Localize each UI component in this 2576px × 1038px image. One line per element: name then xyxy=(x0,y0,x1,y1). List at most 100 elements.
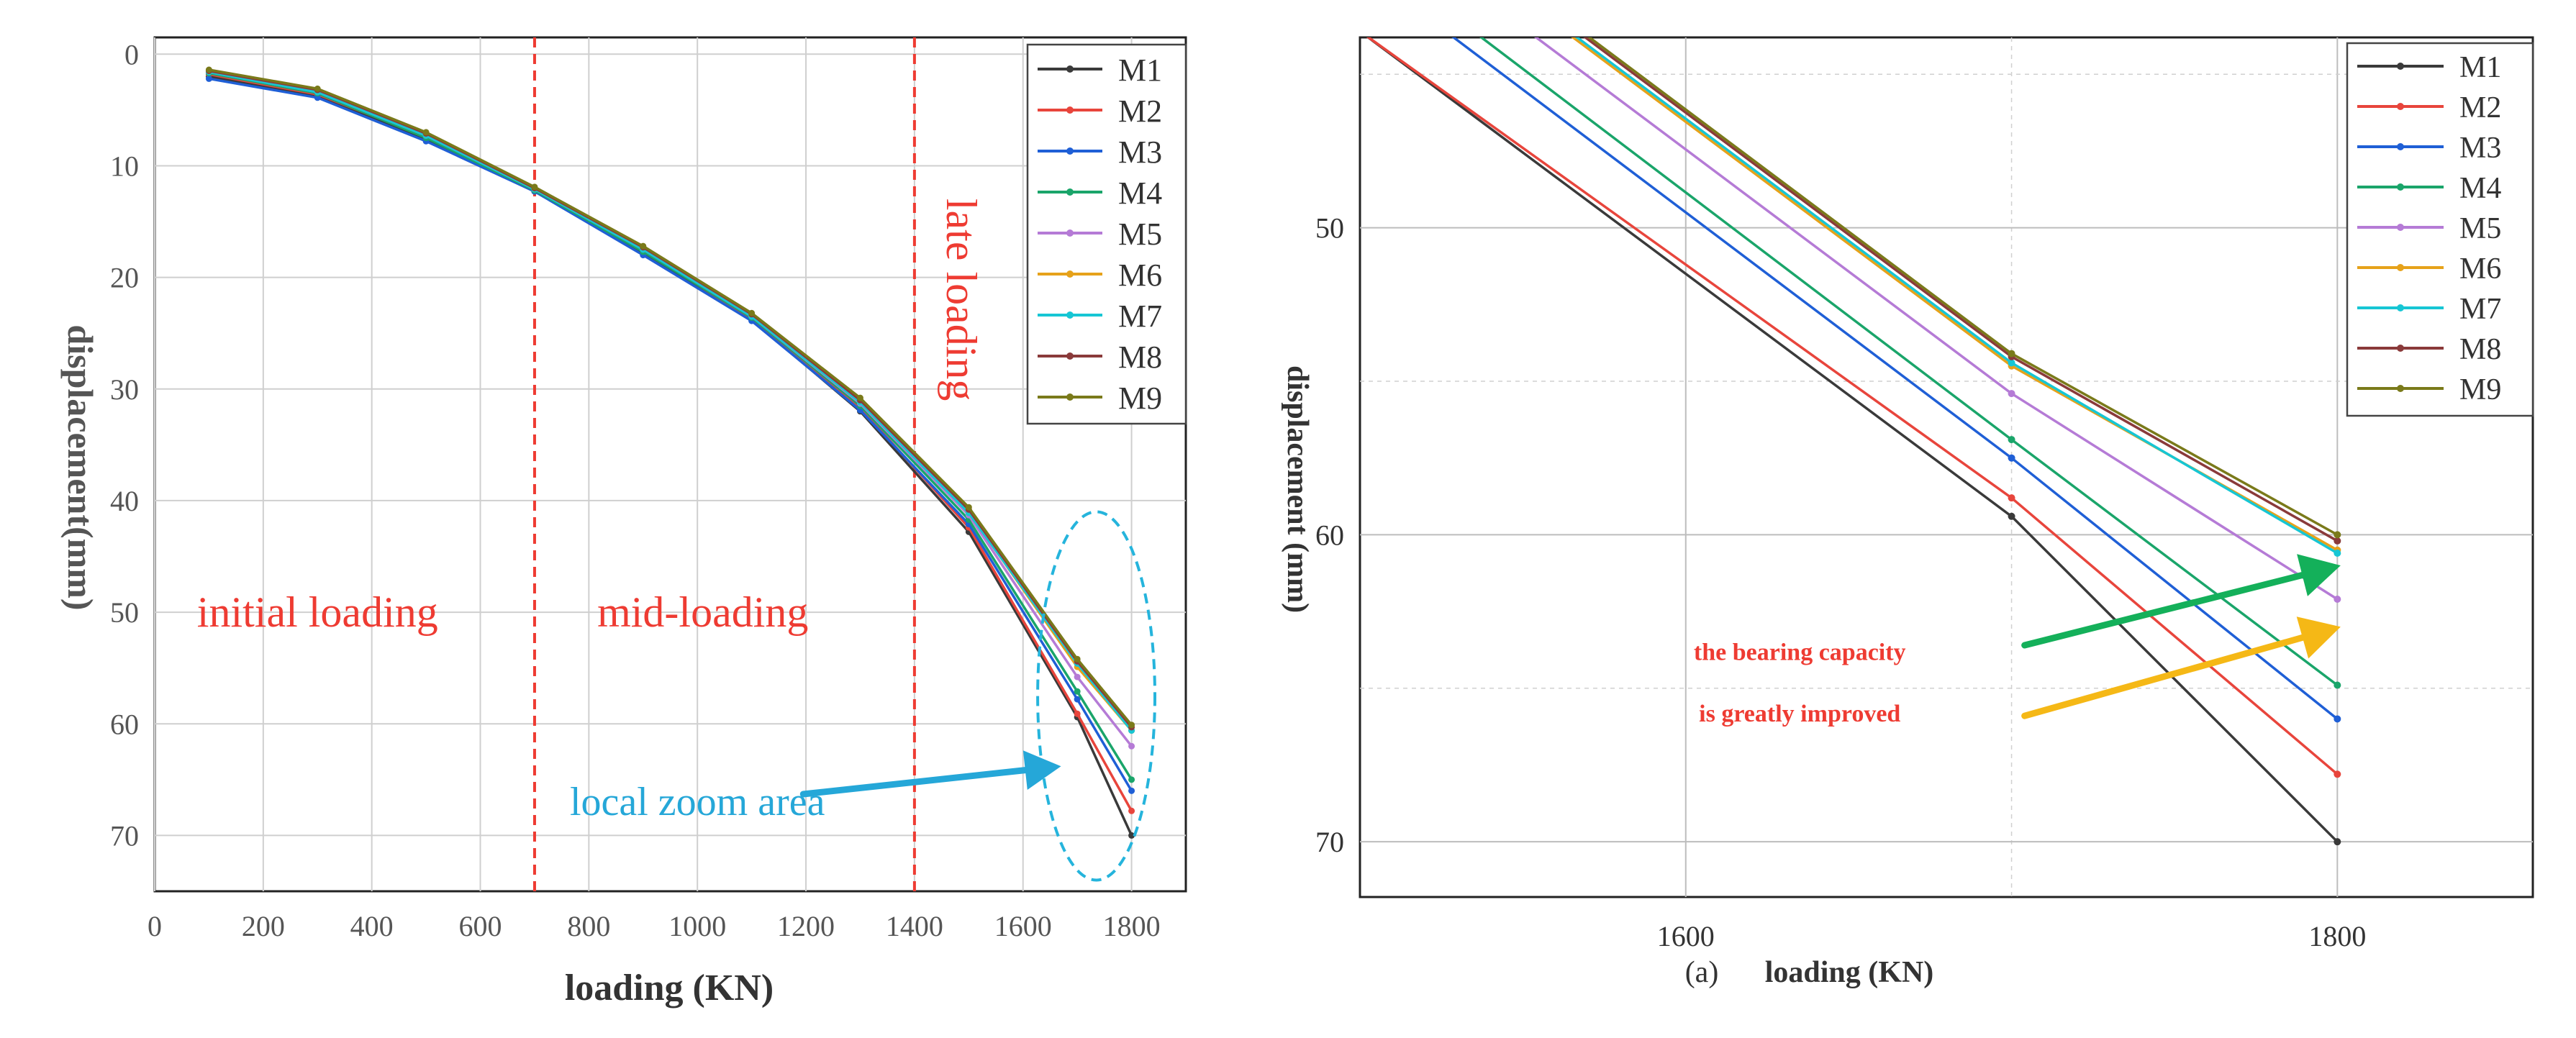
chart-b-x-tick-label: 1600 xyxy=(1657,920,1715,952)
chart-b-point-m3 xyxy=(2334,715,2341,723)
chart-a-legend-marker xyxy=(1066,352,1074,360)
chart-b-y-tick-label: 60 xyxy=(1315,519,1344,551)
chart-a-legend-marker xyxy=(1066,393,1074,401)
chart-a-point-m2 xyxy=(1128,807,1135,814)
chart-a-legend-marker xyxy=(1066,65,1074,73)
chart-a-x-tick-label: 1200 xyxy=(777,910,835,942)
chart-a-series-m4 xyxy=(209,71,1133,780)
chart-a-point-m3 xyxy=(1074,696,1081,703)
chart-b-legend-box xyxy=(2346,42,2534,417)
chart-b-legend-label: M5 xyxy=(2459,212,2501,245)
chart-a-series-m7 xyxy=(209,70,1133,732)
chart-a-x-axis-label: loading (KN) xyxy=(565,968,774,1009)
chart-b-series-lines xyxy=(1366,37,2341,846)
chart-b-x-tick-labels: 1600 1800 xyxy=(1657,920,2367,952)
chart-a-phase-lines xyxy=(532,37,916,891)
chart-b-point-m2 xyxy=(2008,494,2015,502)
chart-a-legend-label: M8 xyxy=(1118,340,1162,375)
chart-b-legend-marker xyxy=(2397,304,2404,311)
chart-b-legend-label: M6 xyxy=(2459,252,2501,286)
chart-b-point-m4 xyxy=(2008,436,2015,444)
chart-a-point-m9 xyxy=(965,504,972,511)
chart-a-point-m4 xyxy=(1074,688,1081,695)
chart-a-series-m3 xyxy=(209,77,1133,792)
chart-a-x-tick-label: 800 xyxy=(567,910,610,942)
chart-b-point-m4 xyxy=(2334,681,2341,689)
chart-b-y-tick-labels: 50 60 70 xyxy=(1315,212,1344,859)
chart-a-legend-label: M2 xyxy=(1118,94,1162,129)
chart-b-y-axis-label: displacement (mm) xyxy=(1281,365,1314,613)
chart-b-legend-marker xyxy=(2397,385,2404,392)
chart-a-legend-label: M4 xyxy=(1118,176,1162,211)
chart-b-point-m7 xyxy=(2334,550,2341,557)
chart-b-legend-marker xyxy=(2397,264,2404,271)
chart-a-series-lines xyxy=(205,66,1135,839)
chart-a-y-tick-label: 70 xyxy=(110,819,139,852)
chart-b-annotation-label: is greatly improved xyxy=(1699,701,1900,727)
chart-a-region-label: late loading xyxy=(938,199,985,401)
chart-a-y-tick-labels: 0 10 20 30 40 50 60 70 xyxy=(110,38,139,852)
chart-b-x-tick-label: 1800 xyxy=(2308,920,2366,952)
chart-a-legend: M1 M2 M3 M4 M5 M6 M7 M8 M9 xyxy=(1026,43,1187,425)
chart-a-x-tick-label: 1600 xyxy=(994,910,1052,942)
chart-a-y-axis-label: displacement(mm) xyxy=(60,324,101,610)
chart-a-point-m1 xyxy=(1128,832,1135,839)
chart-a-point-m5 xyxy=(1128,742,1135,750)
chart-b: 1600 1800 50 60 70 the bearing capacity is g… xyxy=(1281,36,2534,989)
chart-a-legend-marker xyxy=(1066,147,1074,155)
chart-a-legend-label: M6 xyxy=(1118,258,1162,293)
chart-a-series-m1 xyxy=(209,75,1133,837)
chart-b-y-tick-label: 50 xyxy=(1315,212,1344,245)
chart-a-legend-label: M5 xyxy=(1118,217,1162,252)
chart-a-legend-marker xyxy=(1066,106,1074,114)
chart-a-point-m9 xyxy=(1074,655,1081,663)
chart-b-improvement-arrow-head xyxy=(2296,616,2341,659)
chart-a-point-m4 xyxy=(1128,776,1135,783)
chart-a-legend-marker xyxy=(1066,229,1074,237)
chart-a-x-tick-label: 400 xyxy=(350,910,394,942)
chart-a-point-m2 xyxy=(1074,710,1081,717)
chart-a-annotation-label: local zoom area xyxy=(570,780,825,824)
chart-a-zoom-arrow-head xyxy=(1022,750,1061,790)
chart-b-point-m2 xyxy=(2334,770,2341,778)
chart-b-annotations: the bearing capacity is greatly improved xyxy=(1694,554,2341,727)
chart-b-legend-marker xyxy=(2397,143,2404,150)
chart-b-point-m8 xyxy=(2334,537,2341,545)
chart-b-legend-label: M4 xyxy=(2459,172,2501,205)
chart-a-y-tick-label: 40 xyxy=(110,485,139,517)
chart-a-point-m9 xyxy=(748,309,756,317)
chart-b-panel-label: (a) xyxy=(1685,956,1719,989)
chart-a-series-m9 xyxy=(209,68,1133,726)
chart-b-improvement-arrow-shaft xyxy=(2021,572,2306,649)
chart-a-legend-marker xyxy=(1066,311,1074,319)
chart-a-point-m9 xyxy=(1128,721,1135,729)
chart-a-point-m9 xyxy=(314,85,321,92)
chart-a-point-m9 xyxy=(205,66,212,73)
chart-b-legend-marker xyxy=(2397,103,2404,110)
chart-b-point-m1 xyxy=(2334,838,2341,846)
chart-b-legend: M1 M2 M3 M4 M5 M6 M7 M8 M9 xyxy=(2346,42,2534,417)
chart-a-x-tick-label: 0 xyxy=(148,910,162,942)
chart-a-x-tick-label: 200 xyxy=(242,910,285,942)
chart-b-legend-label: M7 xyxy=(2459,293,2501,326)
chart-b-legend-label: M2 xyxy=(2459,91,2501,124)
chart-b-legend-label: M8 xyxy=(2459,333,2501,366)
chart-a-legend-label: M7 xyxy=(1118,299,1162,334)
chart-b-improvement-arrow-shaft xyxy=(2021,634,2306,719)
chart-a-point-m9 xyxy=(856,394,863,401)
chart-a-point-m3 xyxy=(314,94,321,101)
chart-b-point-m7 xyxy=(2008,359,2015,367)
chart-b-legend-marker xyxy=(2397,183,2404,191)
chart-b-point-m3 xyxy=(2008,454,2015,462)
chart-a-zoom-arrow-shaft xyxy=(799,767,1029,798)
chart-a-y-tick-label: 30 xyxy=(110,373,139,406)
chart-a-annotations: initial loading mid-loading late loading lo… xyxy=(197,199,1157,882)
chart-b-point-m5 xyxy=(2008,390,2015,398)
chart-a-point-m3 xyxy=(205,75,212,82)
chart-b-point-m5 xyxy=(2334,596,2341,604)
chart-a-legend-label: M3 xyxy=(1118,135,1162,170)
chart-a-point-m3 xyxy=(1128,787,1135,794)
chart-b-point-m9 xyxy=(2008,350,2015,358)
chart-b-point-m1 xyxy=(2008,512,2015,520)
